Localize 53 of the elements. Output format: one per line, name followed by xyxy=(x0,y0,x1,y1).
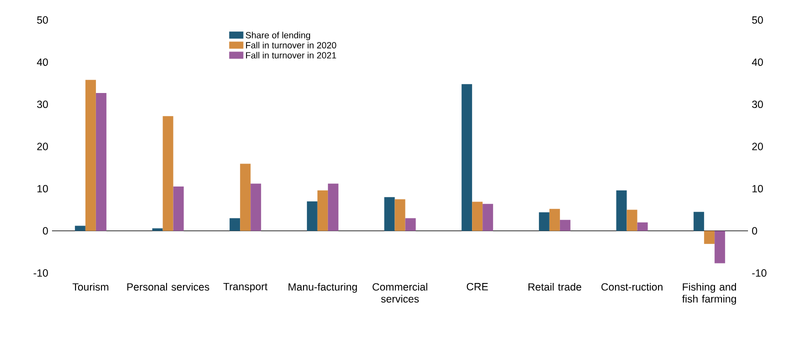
x-tick-label: Commercial services xyxy=(372,282,428,303)
bar xyxy=(405,218,416,231)
y2-tick-label: -10 xyxy=(752,269,766,277)
y-tick-label: -10 xyxy=(34,269,48,277)
bar xyxy=(328,184,338,231)
bar xyxy=(162,116,174,231)
y-tick-label: 20 xyxy=(37,142,48,150)
bar xyxy=(317,190,328,231)
y-tick-label: 50 xyxy=(37,16,48,24)
y2-tick-label: 10 xyxy=(752,184,763,192)
bar xyxy=(714,230,726,264)
bar xyxy=(240,164,251,231)
bar xyxy=(250,184,262,231)
bar xyxy=(173,186,184,231)
bar xyxy=(482,204,494,231)
bar xyxy=(230,218,240,231)
y2-tick-label: 40 xyxy=(752,58,763,66)
bar xyxy=(394,199,406,231)
x-tick-label: Manu-facturing xyxy=(288,282,357,293)
bar xyxy=(704,230,715,244)
x-tick-label: Fishing and fish farming xyxy=(682,282,736,305)
y2-tick-label: 50 xyxy=(752,16,763,24)
bar xyxy=(549,208,560,231)
y2-tick-label: 30 xyxy=(752,100,763,108)
x-tick-label: Const-ruction xyxy=(601,282,662,291)
bar xyxy=(694,212,704,231)
bar xyxy=(616,190,627,231)
bar xyxy=(637,222,648,231)
bar xyxy=(96,92,106,231)
x-tick-label: Retail trade xyxy=(528,282,582,291)
bar xyxy=(152,228,163,231)
bar xyxy=(74,226,86,231)
x-tick-label: Tourism xyxy=(72,282,108,291)
x-tick-label: Personal services xyxy=(127,282,210,291)
bar xyxy=(538,212,550,231)
bar xyxy=(472,202,483,231)
bar xyxy=(462,84,472,231)
y-tick-label: 40 xyxy=(36,58,48,66)
legend-label: Fall in turnover in 2021 xyxy=(246,52,336,58)
bar xyxy=(384,197,395,231)
x-tick-label: Transport xyxy=(223,282,268,292)
x-tick-label: CRE xyxy=(466,282,488,290)
y-tick-label: 30 xyxy=(37,100,48,108)
bar xyxy=(306,201,318,231)
bar xyxy=(85,80,96,231)
legend-label: Share of lending xyxy=(246,32,310,40)
legend-label: Fall in turnover in 2020 xyxy=(246,42,336,48)
y2-tick-label: 20 xyxy=(752,142,763,150)
bar xyxy=(626,210,638,231)
y-tick-label: 0 xyxy=(42,227,48,235)
y2-tick-label: 0 xyxy=(752,227,758,235)
y-tick-label: 10 xyxy=(37,184,48,192)
bar xyxy=(560,220,570,231)
